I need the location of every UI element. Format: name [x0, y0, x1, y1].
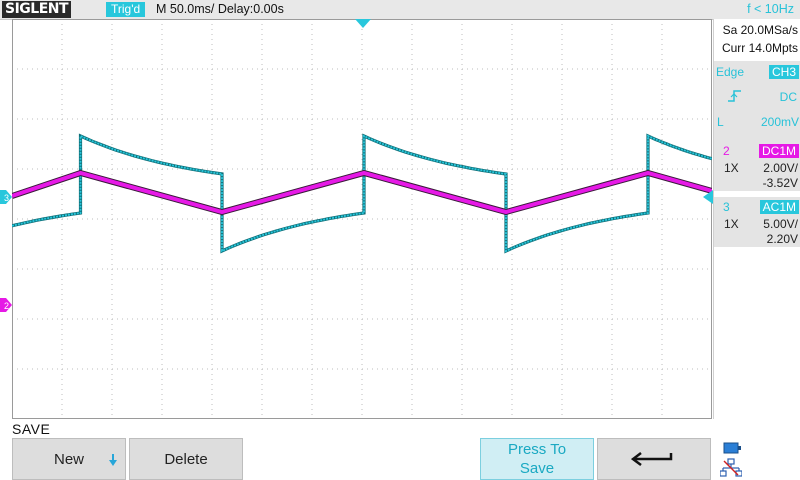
waveform-display[interactable] [12, 19, 712, 419]
channel-2-trace-shadow [12, 169, 712, 216]
waveform-traces [12, 133, 712, 254]
right-info-panel: Sa 20.0MSa/s Curr 14.0Mpts Edge CH3 DC L… [713, 19, 800, 419]
graticule-grid [12, 19, 712, 419]
channel-3-info[interactable]: 3 AC1M 1X 5.00V/ 2.20V [714, 197, 800, 247]
return-arrow-icon [631, 452, 673, 466]
ch3-marker-label: 3 [4, 193, 9, 203]
trigger-status-badge: Trig'd [106, 2, 146, 17]
frequency-readout: f < 10Hz [747, 2, 794, 16]
trigger-position-marker-icon[interactable] [355, 19, 371, 29]
channel-2-scale: 2.00V/ [763, 161, 798, 175]
channel-3-number: 3 [723, 200, 730, 214]
save-button-line2: Save [519, 460, 555, 477]
channel-2-offset: -3.52V [762, 176, 798, 190]
top-status-bar: SIGLENT Trig'd M 50.0ms/ Delay:0.00s f <… [0, 0, 800, 20]
channel-3-trace-shadow [12, 133, 712, 254]
ch3-marker-icon[interactable]: 3 [0, 190, 12, 204]
ch2-marker-icon[interactable]: 2 [0, 298, 12, 312]
channel-2-probe: 1X [724, 161, 739, 175]
channel-3-probe: 1X [724, 217, 739, 231]
download-arrow-icon [109, 454, 117, 466]
channel-2-coupling: DC1M [758, 144, 799, 158]
channel-3-offset: 2.20V [766, 232, 798, 246]
channel-3-scale: 5.00V/ [763, 217, 798, 231]
trigger-type: Edge [716, 65, 745, 79]
trigger-info-box[interactable]: Edge CH3 DC L 200mV [714, 61, 800, 149]
channel-2-info[interactable]: 2 DC1M 1X 2.00V/ -3.52V [714, 141, 800, 191]
ch2-marker-label: 2 [4, 301, 9, 311]
back-button[interactable] [597, 438, 711, 480]
delete-button[interactable]: Delete [129, 438, 243, 480]
network-icon [720, 458, 742, 477]
trigger-level-label: L [717, 115, 724, 129]
trigger-source-badge: CH3 [768, 65, 799, 79]
channel-2-trace [12, 170, 712, 215]
new-button-label: New [53, 450, 84, 468]
rising-edge-icon [728, 90, 741, 102]
channel-3-trace [12, 134, 712, 253]
trigger-level-value: 200mV [760, 115, 799, 129]
memory-depth: Curr 14.0Mpts [721, 41, 798, 55]
menu-title: SAVE [12, 421, 51, 437]
save-button-line1: Press To [507, 441, 567, 458]
new-button[interactable]: New [12, 438, 126, 480]
channel-2-number: 2 [723, 144, 730, 158]
brand-logo: SIGLENT [2, 1, 72, 18]
trigger-level-marker-icon[interactable] [703, 190, 713, 204]
trigger-coupling: DC [779, 90, 797, 104]
system-status-icons [717, 440, 747, 480]
press-to-save-button[interactable]: Press To Save [480, 438, 594, 480]
waveform-svg [12, 19, 712, 419]
sample-rate: Sa 20.0MSa/s [722, 23, 798, 37]
timebase-readout: M 50.0ms/ Delay:0.00s [156, 2, 284, 16]
usb-storage-icon [723, 442, 741, 454]
channel-3-coupling: AC1M [759, 200, 799, 214]
delete-button-label: Delete [164, 450, 208, 468]
